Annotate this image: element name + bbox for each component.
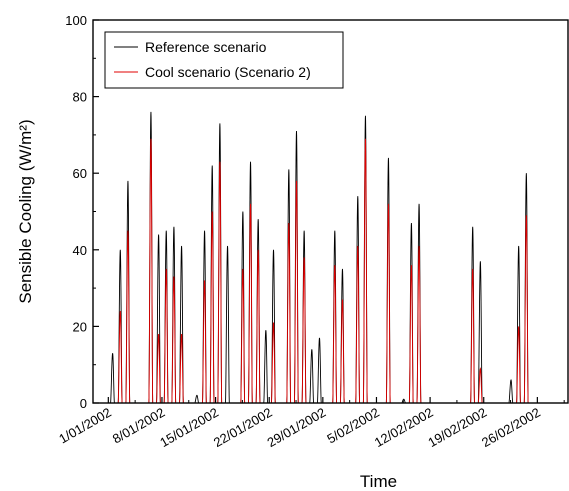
legend: Reference scenario Cool scenario (Scenar… [104,31,344,89]
series-line-1 [93,138,568,403]
y-tick-label: 20 [73,319,87,334]
x-tick-label: 22/01/2002 [211,405,275,451]
legend-label-cool: Cool scenario (Scenario 2) [145,64,311,80]
y-axis-title: Sensible Cooling (W/m²) [16,119,35,303]
x-tick-label: 19/02/2002 [425,405,489,451]
series-layer [93,111,568,403]
y-tick-label: 80 [73,90,87,105]
legend-label-reference: Reference scenario [145,39,267,55]
legend-box [104,31,344,89]
x-tick-label: 29/01/2002 [264,405,328,451]
x-tick-label: 15/01/2002 [157,405,221,451]
x-axis-title: Time [360,472,397,491]
x-tick-label: 26/02/2002 [479,405,543,451]
y-tick-label: 40 [73,243,87,258]
y-tick-label: 100 [65,13,87,28]
x-tick-label: 12/02/2002 [372,405,436,451]
series-line-0 [93,111,568,403]
y-tick-label: 60 [73,166,87,181]
y-tick-label: 0 [80,396,87,411]
